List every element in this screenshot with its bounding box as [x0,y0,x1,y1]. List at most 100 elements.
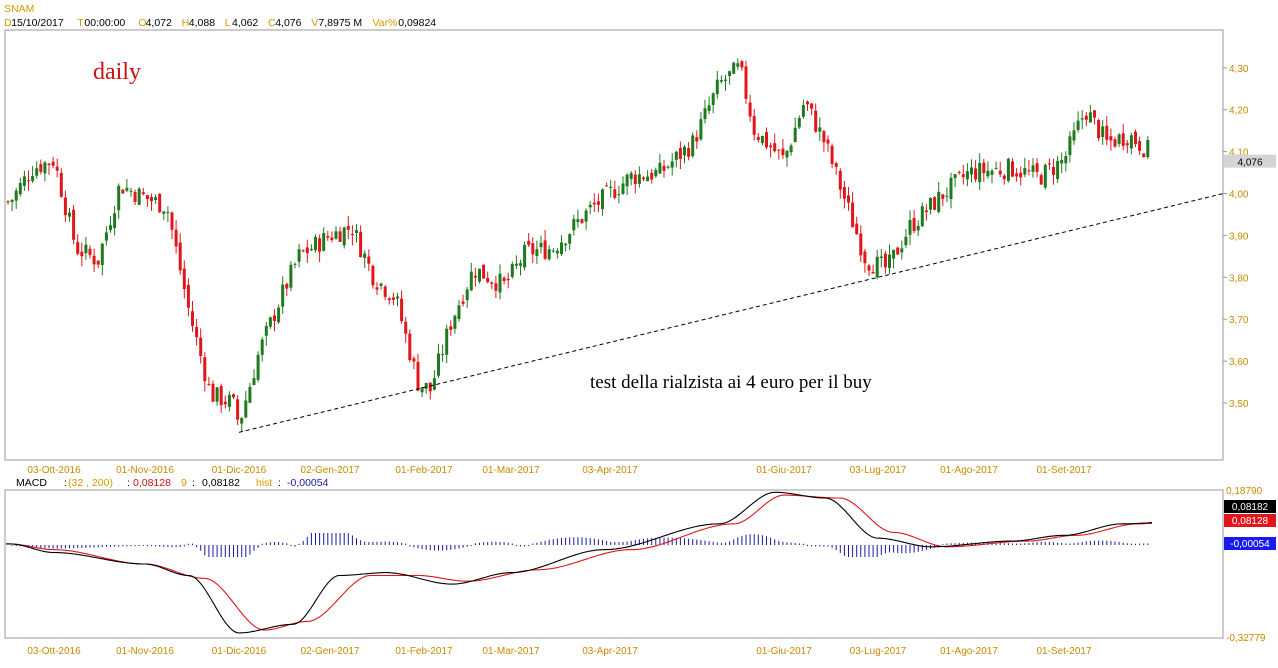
candle-body-261 [1076,120,1080,131]
candle-body-23 [100,243,104,265]
candle-body-132 [547,249,551,260]
candle-body-136 [564,243,568,246]
candle-body-114 [473,275,477,278]
header-value-6: 7,8975 M [318,17,362,29]
candle-body-179 [740,61,744,68]
header-key-4: L [225,17,231,29]
candle-body-116 [482,264,486,279]
candle-body-80 [334,231,338,239]
macd-x-tick-8: 03-Lug-2017 [850,646,907,657]
candle-body-210 [867,265,871,271]
macd-x-axis: 03-Ott-2016 01-Nov-2016 01-Dic-2016 02-Gen-… [27,646,1092,657]
macd-header-item-0: MACD [16,477,47,489]
candle-body-181 [748,102,752,117]
candle-body-211 [871,271,875,274]
candle-body-62 [260,339,264,355]
header-value-3: 4,088 [189,17,215,29]
candle-body-125 [519,263,522,266]
candle-body-53 [223,401,227,405]
candle-body-19 [84,244,88,254]
candle-body-219 [904,236,908,246]
candle-body-96 [400,298,404,322]
candle-body-129 [535,249,539,257]
candle-body-108 [449,326,453,330]
candle-body-201 [830,145,834,164]
last-price-marker [1224,154,1276,168]
macd-line [6,491,1153,634]
candle-body-156 [646,176,650,182]
candle-body-276 [1138,141,1142,151]
candle-body-278 [1146,139,1150,158]
candle-body-268 [1105,125,1109,140]
price-x-tick-0: 03-Ott-2016 [27,465,81,476]
candle-body-119 [494,283,498,291]
candle-body-18 [80,251,84,257]
macd-header-sep-3: : [278,477,281,489]
candle-body-176 [728,71,732,76]
candle-body-133 [551,250,555,252]
candle-body-120 [498,273,502,293]
candle-body-149 [617,194,621,196]
signal-value-box [1224,500,1276,513]
candle-body-223 [920,206,924,227]
candle-body-258 [1064,156,1068,164]
candle-body-251 [1035,163,1039,172]
macd-header-sep-2: : [192,477,195,489]
candle-body-265 [1093,110,1096,118]
candle-body-224 [924,210,928,213]
candle-body-95 [396,296,399,299]
macd-header-sep-0: : [64,477,67,489]
candle-body-271 [1117,134,1121,144]
candle-body-247 [1019,172,1023,178]
candle-body-192 [793,127,797,143]
header-key-0: D [4,17,12,29]
candle-body-162 [670,161,674,168]
hist-value-label: -0,00054 [1230,539,1270,550]
candle-body-159 [658,162,662,174]
candle-body-98 [408,333,412,360]
candle-body-3 [18,182,22,195]
candle-body-104 [432,378,436,390]
candle-body-163 [674,151,678,160]
header-key-5: C [268,17,276,29]
price-y-tick-7: 4,20 [1229,106,1249,117]
candle-body-112 [465,289,469,301]
candle-body-25 [109,225,112,230]
candle-body-190 [785,150,789,158]
candle-body-115 [478,268,481,282]
candle-body-29 [125,187,129,191]
candle-body-6 [31,176,35,182]
candle-body-89 [371,265,375,286]
candle-body-213 [879,256,883,258]
candle-body-180 [744,66,748,99]
candle-body-239 [986,170,990,177]
price-y-tick-6: 4,10 [1229,148,1249,159]
candle-body-173 [715,79,719,95]
candle-body-40 [170,212,174,230]
candle-body-52 [219,386,223,406]
price-y-tick-1: 3,60 [1229,357,1249,368]
candle-body-109 [453,315,457,329]
candle-body-110 [457,305,461,320]
candle-body-71 [297,249,301,262]
candle-body-195 [806,101,809,105]
candle-body-45 [191,311,194,326]
header-key-3: H [182,17,190,29]
candle-body-154 [637,174,641,184]
candle-body-225 [929,197,932,210]
candle-body-56 [236,399,240,420]
candle-body-73 [305,247,309,254]
macd-header-item-6: -0,00054 [287,477,329,489]
candle-body-217 [896,247,900,255]
candle-body-170 [703,108,707,120]
candle-body-174 [719,80,723,82]
ohlc-header: D 15/10/2017 T 00:00:00 O 4,072 H 4,088 L 4,062 C 4… [4,17,436,29]
candle-body-67 [281,284,285,307]
candle-body-232 [957,171,961,173]
candle-body-138 [572,219,576,231]
candle-body-266 [1097,119,1101,139]
symbol-label: SNAM [4,3,34,15]
candle-body-240 [990,170,994,175]
candle-body-47 [199,337,203,356]
candle-body-175 [724,79,727,81]
